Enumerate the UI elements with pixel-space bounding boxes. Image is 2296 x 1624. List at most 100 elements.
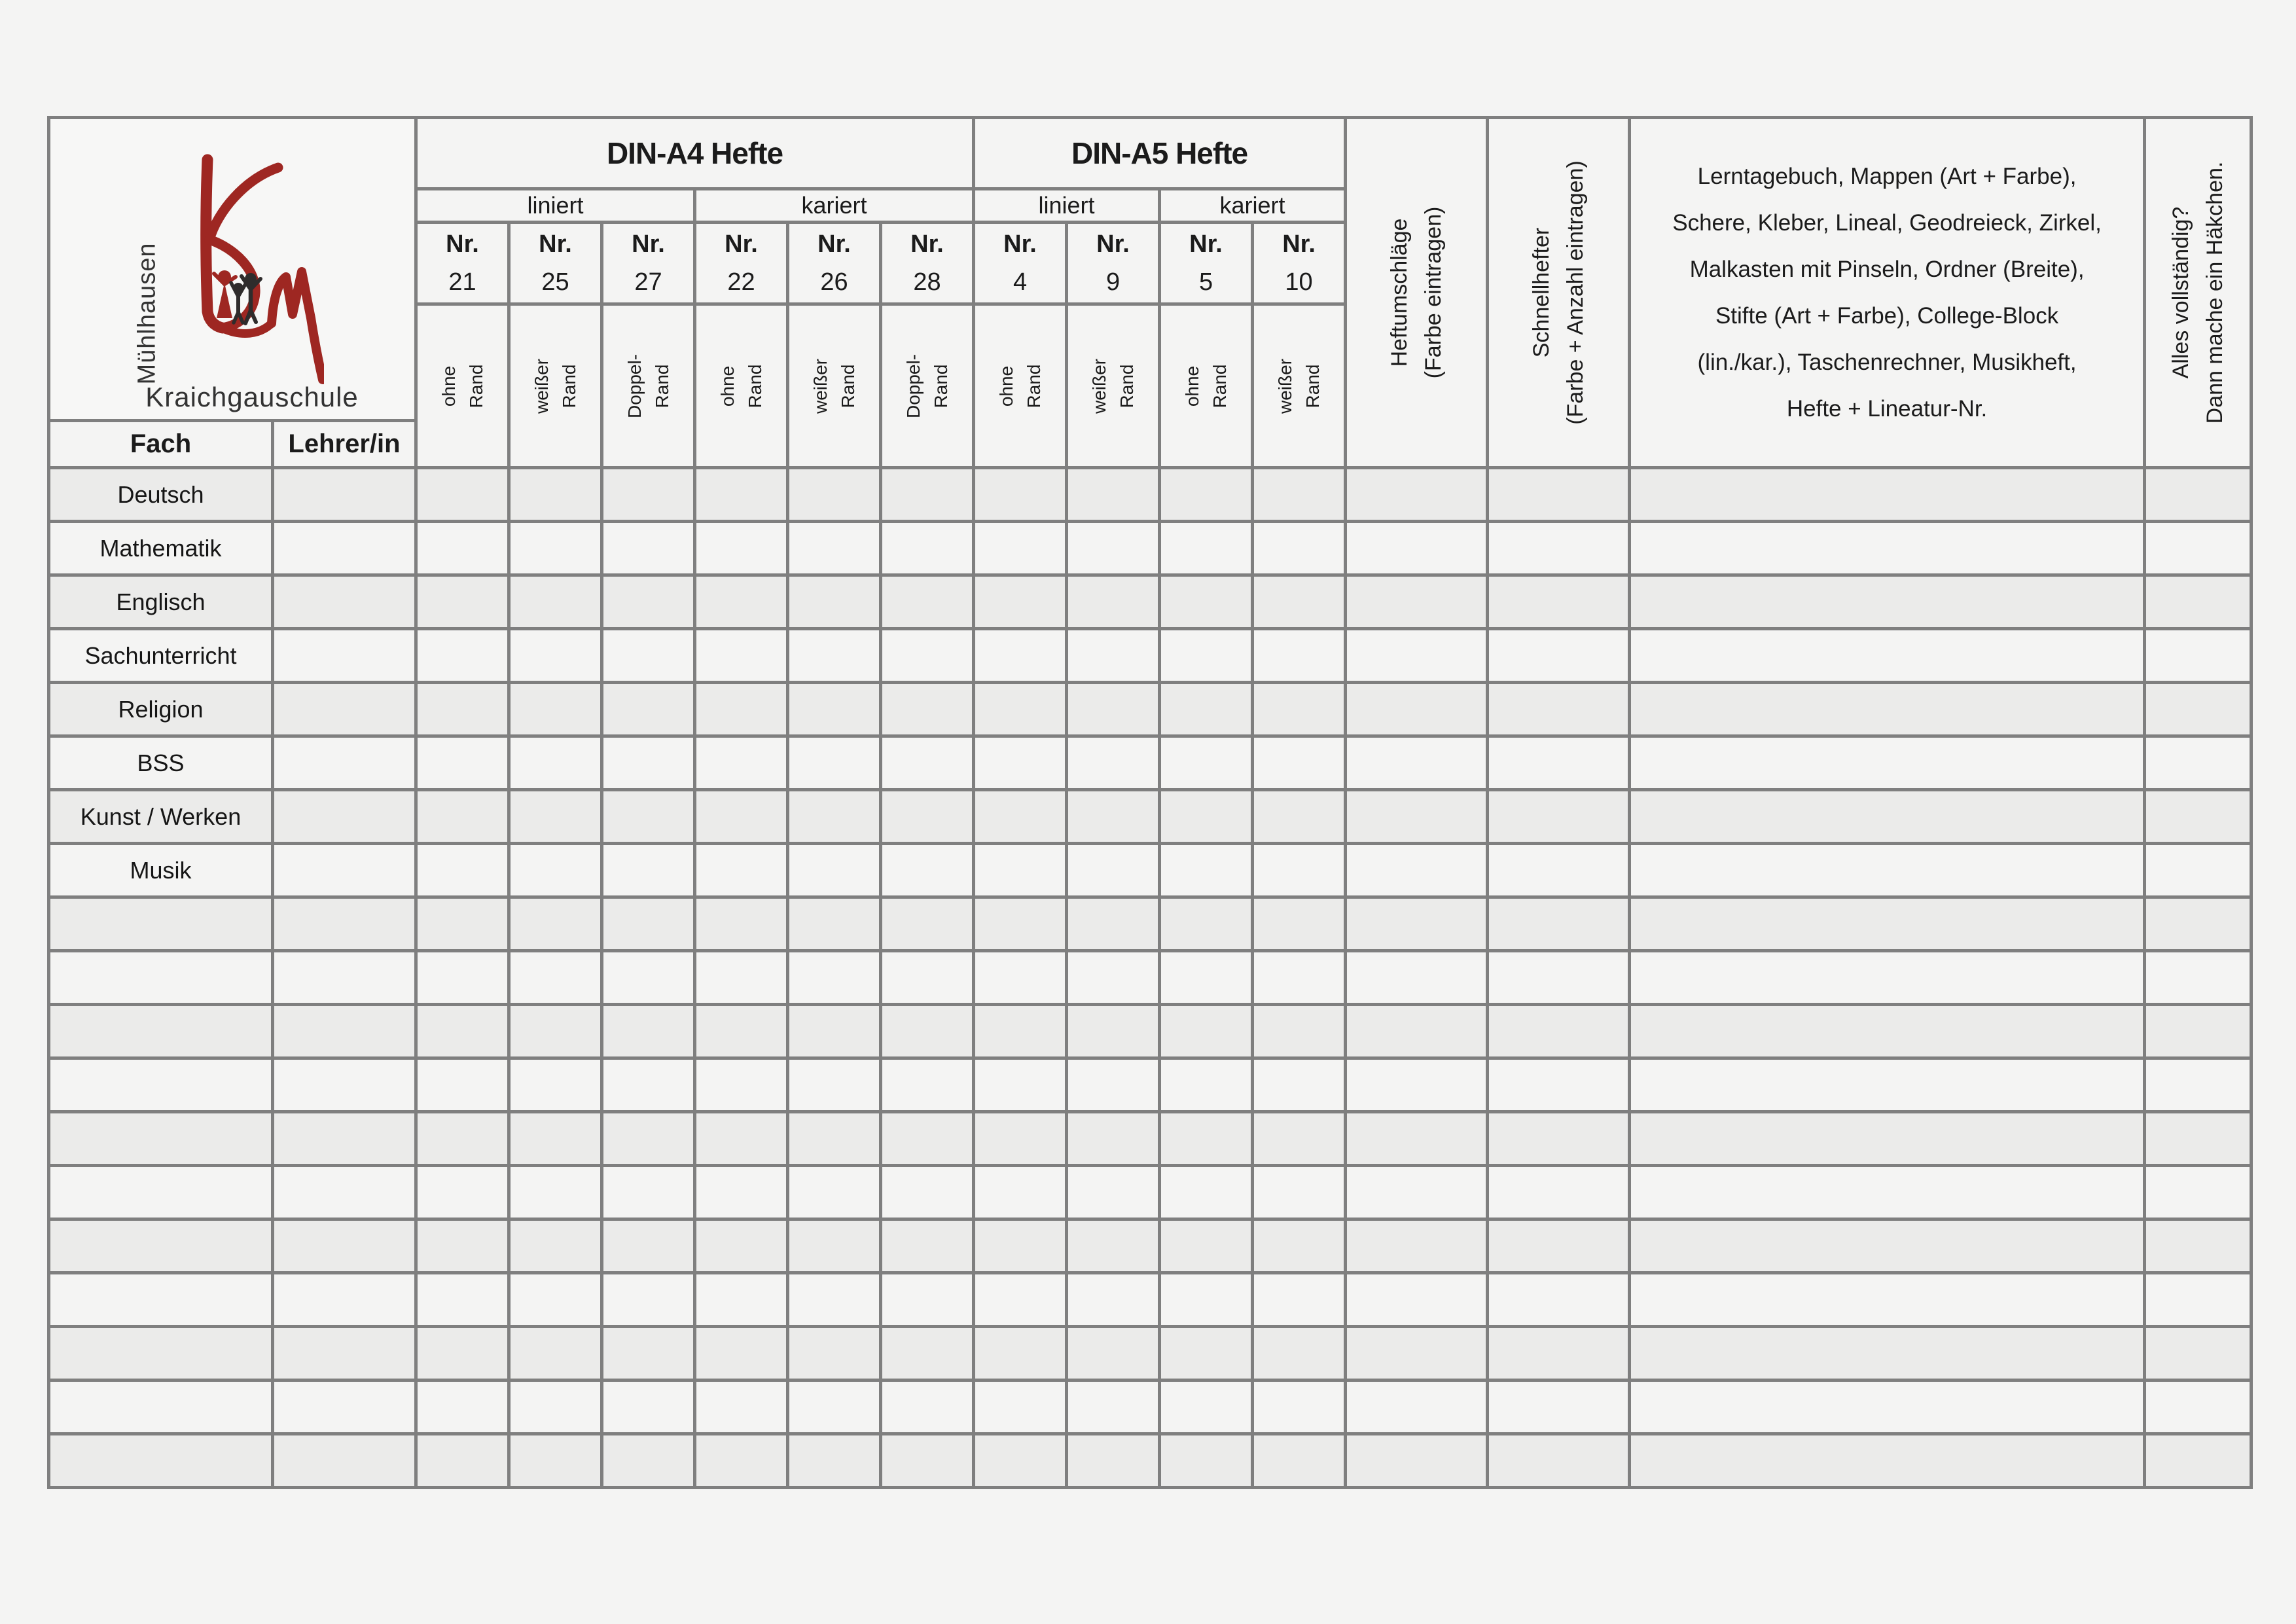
- entry-cell: [414, 627, 511, 684]
- entry-cell: [1065, 466, 1162, 523]
- entry-cell: [1251, 788, 1348, 845]
- edge-line2: Rand: [465, 364, 486, 408]
- entry-cell: [1486, 627, 1632, 684]
- entry-cell: [2143, 1271, 2253, 1328]
- entry-cell: [2143, 573, 2253, 630]
- edge-vertical-text: ohne Rand: [1179, 364, 1234, 408]
- entry-cell: [786, 1379, 882, 1435]
- table-row: [47, 1003, 2253, 1060]
- entry-cell: [1628, 842, 2147, 899]
- entry-cell: [507, 788, 603, 845]
- entry-cell: [972, 788, 1069, 845]
- entry-cell: [1628, 1325, 2147, 1382]
- entry-cell: [1628, 466, 2147, 523]
- subject-cell: [47, 1003, 274, 1060]
- entry-cell: [1628, 627, 2147, 684]
- entry-cell: [1486, 681, 1632, 738]
- header-row-nr: Nr. 21 Nr. 25 Nr. 27 Nr. 22 Nr. 26 Nr. 28 Nr. 4…: [49, 221, 2251, 306]
- entry-cell: [600, 895, 696, 952]
- edge-line1: ohne: [1181, 365, 1202, 406]
- header-a4-liniert: liniert: [414, 187, 696, 224]
- subject-cell: [47, 1164, 274, 1221]
- entry-cell: [972, 1432, 1069, 1489]
- entry-cell: [271, 466, 418, 523]
- table-row: Musik: [47, 842, 2253, 899]
- entry-cell: [1344, 681, 1490, 738]
- entry-cell: [600, 1432, 696, 1489]
- entry-cell: [878, 573, 976, 630]
- subject-cell: [47, 1432, 274, 1489]
- entry-cell: [600, 1379, 696, 1435]
- table-body: Deutsch Mathematik Englisch Sachunterricht R…: [47, 466, 2253, 1489]
- entry-cell: [1158, 627, 1255, 684]
- entry-cell: [600, 842, 696, 899]
- entry-cell: [693, 1003, 789, 1060]
- subject-cell: Kunst / Werken: [47, 788, 274, 845]
- entry-cell: [1628, 1110, 2147, 1167]
- entry-cell: [1158, 1164, 1255, 1221]
- table-row: [47, 1164, 2253, 1221]
- entry-cell: [271, 1110, 418, 1167]
- header-fach: Fach: [47, 419, 274, 469]
- entry-cell: [878, 681, 976, 738]
- nr-number: 5: [1198, 268, 1213, 296]
- table-row: [47, 949, 2253, 1006]
- entry-cell: [1486, 1325, 1632, 1382]
- entry-cell: [2143, 895, 2253, 952]
- entry-cell: [271, 1325, 418, 1382]
- entry-cell: [878, 895, 976, 952]
- materials-table: Mühlhausen Kraichgauschule DIN-A4 Hefte …: [47, 116, 2253, 1489]
- entry-cell: [786, 573, 882, 630]
- entry-cell: [1486, 1056, 1632, 1113]
- header-din-a4: DIN-A4 Hefte: [414, 116, 976, 190]
- entry-cell: [507, 1218, 603, 1274]
- entry-cell: [414, 842, 511, 899]
- subject-cell: [47, 1218, 274, 1274]
- entry-cell: [414, 1325, 511, 1382]
- nr-number: 9: [1105, 268, 1121, 296]
- entry-cell: [271, 842, 418, 899]
- entry-cell: [1251, 1325, 1348, 1382]
- entry-cell: [1251, 734, 1348, 791]
- entry-cell: [1158, 788, 1255, 845]
- entry-cell: [786, 466, 882, 523]
- entry-cell: [507, 1056, 603, 1113]
- entry-cell: [600, 1325, 696, 1382]
- entry-cell: [507, 681, 603, 738]
- nr-header-28: Nr. 28: [878, 221, 976, 306]
- entry-cell: [1065, 734, 1162, 791]
- edge-line1: Doppel-: [624, 353, 645, 418]
- entry-cell: [1344, 1325, 1490, 1382]
- entry-cell: [972, 1110, 1069, 1167]
- entry-cell: [507, 1110, 603, 1167]
- entry-cell: [972, 734, 1069, 791]
- edge-line1: weißer: [531, 358, 552, 414]
- table-row: [47, 1432, 2253, 1489]
- table-row: [47, 1379, 2253, 1435]
- table-row: [47, 1325, 2253, 1382]
- edge-line1: weißer: [810, 358, 831, 414]
- entry-cell: [2143, 1164, 2253, 1221]
- entry-cell: [1486, 573, 1632, 630]
- edge-vertical-text: weißer Rand: [528, 358, 583, 413]
- edge-header-9: weißer Rand: [1251, 302, 1348, 469]
- entry-cell: [414, 949, 511, 1006]
- entry-cell: [1158, 1110, 1255, 1167]
- entry-cell: [1065, 1379, 1162, 1435]
- edge-line1: weißer: [1088, 358, 1109, 414]
- entry-cell: [271, 788, 418, 845]
- entry-cell: [972, 1379, 1069, 1435]
- entry-cell: [1628, 1218, 2147, 1274]
- subject-cell: [47, 1325, 274, 1382]
- entry-cell: [1628, 1379, 2147, 1435]
- nr-label: Nr.: [632, 230, 665, 258]
- header-materials: Lerntagebuch, Mappen (Art + Farbe), Sche…: [1628, 116, 2147, 469]
- schnellhefter-line1: Schnellhefter: [1529, 227, 1554, 358]
- entry-cell: [1344, 734, 1490, 791]
- entry-cell: [271, 1379, 418, 1435]
- schnellhefter-line2: (Farbe + Anzahl eintragen): [1563, 160, 1588, 425]
- entry-cell: [414, 1271, 511, 1328]
- entry-cell: [972, 949, 1069, 1006]
- entry-cell: [972, 1164, 1069, 1221]
